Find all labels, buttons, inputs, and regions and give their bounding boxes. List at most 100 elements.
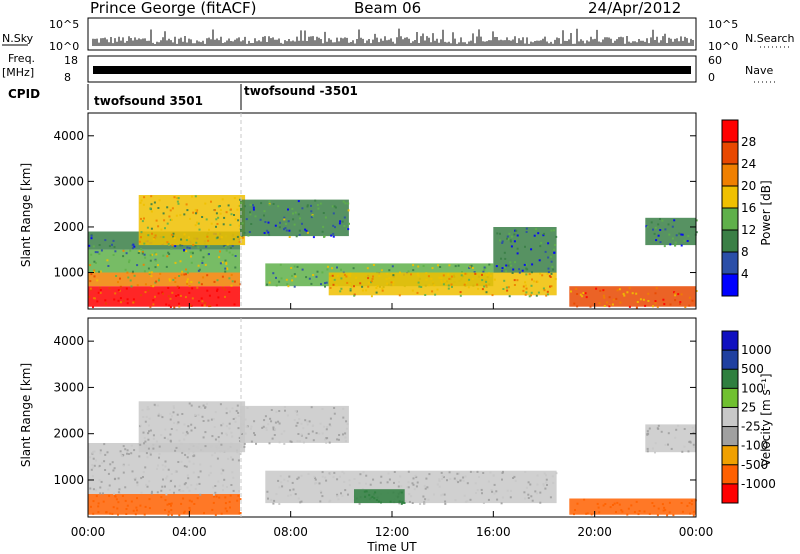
power-speckle xyxy=(654,302,657,305)
power-speckle xyxy=(204,302,207,305)
power-speckle xyxy=(491,294,494,297)
velocity-speckle xyxy=(197,476,200,479)
power-speckle xyxy=(324,285,326,288)
velocity-speckle xyxy=(172,411,175,414)
velocity-speckle xyxy=(398,481,400,483)
power-speckle xyxy=(230,213,233,216)
velocity-speckle xyxy=(208,474,211,477)
power-speckle xyxy=(115,275,118,277)
colorbar-swatch xyxy=(722,445,738,465)
velocity-speckle xyxy=(407,470,410,473)
velocity-speckle xyxy=(231,458,234,461)
power-speckle xyxy=(659,241,662,244)
power-speckle xyxy=(528,295,531,298)
velocity-speckle xyxy=(140,477,143,480)
power-speckle xyxy=(238,240,241,243)
power-speckle xyxy=(481,288,484,291)
power-speckle xyxy=(172,235,175,238)
velocity-speckle xyxy=(427,498,430,501)
power-speckle xyxy=(343,216,346,219)
velocity-speckle xyxy=(144,466,147,469)
colorbar-swatch xyxy=(722,350,738,370)
power-speckle xyxy=(322,212,325,214)
velocity-speckle xyxy=(663,506,666,509)
power-speckle xyxy=(485,284,488,287)
power-speckle xyxy=(122,299,125,302)
power-speckle xyxy=(535,228,538,231)
power-speckle xyxy=(267,231,270,234)
power-speckle xyxy=(183,233,186,236)
velocity-speckle xyxy=(214,513,217,516)
power-speckle xyxy=(133,274,136,277)
velocity-speckle xyxy=(164,460,167,463)
velocity-speckle xyxy=(692,429,695,432)
power-speckle xyxy=(172,232,175,235)
power-speckle xyxy=(291,274,293,277)
velocity-speckle xyxy=(186,432,189,435)
velocity-speckle xyxy=(630,504,633,507)
power-speckle xyxy=(234,266,237,269)
velocity-speckle xyxy=(225,407,228,410)
power-speckle xyxy=(174,277,177,279)
velocity-speckle xyxy=(180,442,183,445)
velocity-speckle xyxy=(365,490,368,493)
velocity-speckle xyxy=(506,489,509,492)
velocity-speckle xyxy=(404,500,407,502)
velocity-speckle xyxy=(343,472,346,475)
power-speckle xyxy=(92,245,95,248)
velocity-speckle xyxy=(148,498,151,501)
velocity-speckle xyxy=(161,416,164,419)
velocity-speckle xyxy=(646,433,649,436)
power-speckle xyxy=(451,285,453,288)
velocity-speckle xyxy=(403,502,406,504)
velocity-speckle xyxy=(455,479,458,482)
nave-tick-low: 0 xyxy=(708,71,715,84)
power-speckle xyxy=(150,210,153,213)
power-speckle xyxy=(344,202,347,205)
velocity-speckle xyxy=(142,476,144,478)
power-speckle xyxy=(398,294,401,297)
colorbar-swatch xyxy=(722,252,738,274)
power-speckle xyxy=(177,202,180,205)
colorbar-swatch xyxy=(722,369,738,389)
power-speckle xyxy=(671,237,674,240)
power-speckle xyxy=(545,294,548,297)
power-speckle xyxy=(392,274,395,277)
velocity-speckle xyxy=(654,451,656,454)
colorbar-swatch xyxy=(722,208,738,230)
velocity-speckle xyxy=(371,495,374,498)
velocity-speckle xyxy=(177,421,180,424)
velocity-speckle xyxy=(232,476,235,479)
power-speckle xyxy=(185,239,188,242)
velocity-speckle xyxy=(348,484,351,487)
power-speckle xyxy=(267,221,270,224)
power-speckle xyxy=(152,238,155,241)
power-speckle xyxy=(427,275,430,278)
power-speckle xyxy=(522,285,525,288)
velocity-speckle xyxy=(198,405,201,408)
velocity-speckle xyxy=(375,499,378,501)
velocity-speckle xyxy=(210,418,213,421)
power-speckle xyxy=(154,234,157,237)
velocity-speckle xyxy=(476,470,479,473)
velocity-speckle xyxy=(224,502,227,505)
power-speckle xyxy=(412,264,415,267)
velocity-speckle xyxy=(270,420,273,423)
power-speckle xyxy=(143,217,145,220)
power-speckle xyxy=(514,261,516,264)
velocity-speckle xyxy=(342,407,345,410)
power-speckle xyxy=(507,264,510,267)
power-speckle xyxy=(199,249,202,252)
velocity-speckle xyxy=(146,408,149,411)
velocity-speckle xyxy=(162,468,165,471)
velocity-speckle xyxy=(147,408,150,411)
velocity-speckle xyxy=(192,462,195,465)
power-speckle xyxy=(530,284,533,287)
power-speckle xyxy=(147,267,150,270)
velocity-speckle xyxy=(648,512,651,515)
velocity-speckle xyxy=(234,420,237,423)
power-speckle xyxy=(584,292,587,295)
nsearch-tick-low: 10^0 xyxy=(708,40,738,53)
velocity-speckle xyxy=(158,445,161,448)
power-speckle xyxy=(144,256,147,259)
